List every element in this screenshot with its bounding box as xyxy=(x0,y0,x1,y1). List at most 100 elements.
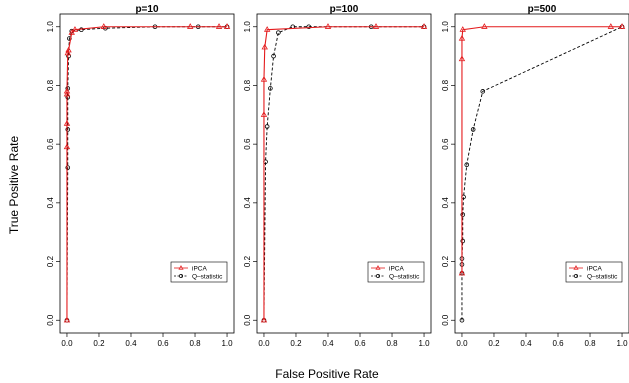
series-line xyxy=(66,26,228,321)
data-point xyxy=(187,23,194,29)
data-point xyxy=(263,26,271,32)
y-tick-label: 0.4 xyxy=(243,197,252,209)
panel-3: p=500 0.0 0.2 0.4 0.6 0.8 1.0 0.0 0.2 0.4 0.6 0.8 1.… xyxy=(441,4,629,348)
y-tick-label: 0.0 xyxy=(441,314,450,326)
data-point xyxy=(63,143,71,150)
data-point xyxy=(458,55,466,62)
series-ipca xyxy=(63,23,231,323)
x-tick-label: 0.2 xyxy=(93,339,105,348)
legend-label: iPCA xyxy=(389,265,404,272)
x-tick-label: 0.8 xyxy=(189,339,201,348)
y-tick-label: 0.8 xyxy=(441,79,450,91)
x-tick-label: 0.6 xyxy=(552,339,564,348)
x-axis-title: False Positive Rate xyxy=(275,367,379,381)
data-point xyxy=(607,23,615,29)
series-ipca xyxy=(260,23,428,323)
data-point xyxy=(63,119,71,126)
x-tick-label: 0.4 xyxy=(520,339,532,348)
data-point xyxy=(271,53,276,59)
legend-label: iPCA xyxy=(192,265,207,272)
data-point xyxy=(459,317,465,323)
x-tick-label: 0.6 xyxy=(157,339,169,348)
data-point xyxy=(464,162,470,167)
data-point xyxy=(65,46,72,53)
x-tick-label: 0.4 xyxy=(125,339,137,348)
data-point xyxy=(63,90,71,97)
y-tick-label: 0.4 xyxy=(441,197,450,209)
data-point xyxy=(64,49,71,56)
data-point xyxy=(260,111,268,117)
data-point xyxy=(65,94,71,100)
data-point xyxy=(100,23,107,29)
data-point xyxy=(65,165,71,170)
data-point xyxy=(260,316,268,323)
data-point xyxy=(480,89,486,94)
data-point xyxy=(420,23,428,29)
data-point xyxy=(276,30,281,35)
y-tick-label: 0.0 xyxy=(46,314,55,326)
y-tick-label: 0.2 xyxy=(441,255,450,267)
y-tick-label: 1.0 xyxy=(441,21,450,33)
y-tick-label: 0.8 xyxy=(46,79,55,91)
legend-marker xyxy=(178,265,184,270)
data-point xyxy=(71,26,79,32)
data-point xyxy=(67,36,72,41)
data-point xyxy=(68,29,75,35)
y-tick-label: 0.4 xyxy=(46,197,55,209)
x-tick-label: 0.2 xyxy=(290,339,302,348)
legend-label: iPCA xyxy=(587,265,602,272)
legend-marker xyxy=(573,265,579,270)
panel-1: p=10 0.0 0.2 0.4 0.6 0.8 1.0 0.0 0.2 0.4 0.6 0.8 1.0… xyxy=(46,4,235,348)
series-line xyxy=(461,26,623,274)
plot-frame xyxy=(454,13,629,334)
y-tick-label: 0.2 xyxy=(46,255,55,267)
x-tick-label: 1.0 xyxy=(616,339,628,348)
data-point xyxy=(63,87,71,94)
data-point xyxy=(66,53,71,59)
panel-title: p=500 xyxy=(528,4,557,15)
data-point xyxy=(264,124,270,129)
data-point xyxy=(618,23,626,29)
legend-box xyxy=(170,261,228,283)
panel-2: p=100 0.0 0.2 0.4 0.6 0.8 1.0 0.0 0.2 0.4 0.6 0.8 1.… xyxy=(243,4,432,348)
data-point xyxy=(470,127,476,132)
y-tick-label: 0.8 xyxy=(243,79,252,91)
data-point xyxy=(324,23,332,29)
y-tick-label: 0.6 xyxy=(46,138,55,150)
x-tick-label: 0.4 xyxy=(322,339,334,348)
plot-frame xyxy=(256,13,432,334)
y-tick-label: 0.6 xyxy=(243,138,252,150)
x-tick-label: 0.8 xyxy=(584,339,596,348)
data-point xyxy=(63,316,71,323)
legend-marker xyxy=(179,274,183,278)
data-point xyxy=(268,86,273,91)
legend-marker xyxy=(375,265,381,270)
legend-label: Q–statistic xyxy=(389,273,420,280)
data-point xyxy=(215,23,223,29)
x-tick-label: 0.8 xyxy=(386,339,398,348)
x-tick-label: 0.6 xyxy=(354,339,366,348)
legend-label: Q–statistic xyxy=(587,273,618,280)
panel-title: p=100 xyxy=(330,4,359,15)
x-tick-label: 0.0 xyxy=(61,339,73,348)
x-tick-label: 1.0 xyxy=(418,339,430,348)
x-tick-label: 0.2 xyxy=(488,339,500,348)
data-point xyxy=(481,23,488,29)
y-axis-title: True Positive Rate xyxy=(7,136,21,235)
data-point xyxy=(460,238,466,244)
data-point xyxy=(372,23,380,29)
x-tick-label: 1.0 xyxy=(221,339,233,348)
y-tick-label: 1.0 xyxy=(46,21,55,33)
y-tick-label: 0.2 xyxy=(243,255,252,267)
data-point xyxy=(458,269,466,276)
series-line xyxy=(263,26,425,321)
legend-box xyxy=(367,261,425,283)
data-point xyxy=(260,75,268,82)
data-point xyxy=(65,127,71,132)
legend-box xyxy=(565,261,623,283)
data-point xyxy=(460,212,466,217)
